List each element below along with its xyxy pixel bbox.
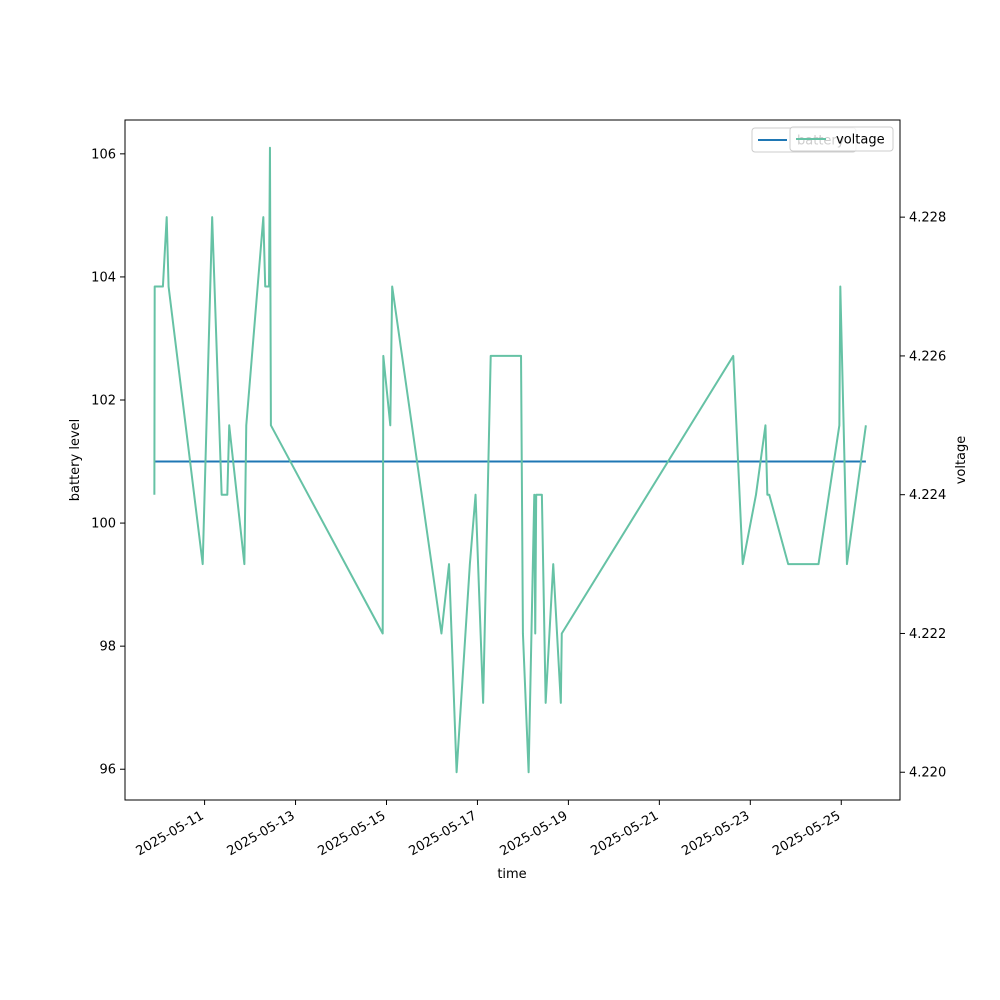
- y-axis-right: 4.220 4.222 4.224 4.226 4.228: [900, 211, 946, 781]
- y-left-tick-label: 98: [99, 640, 116, 655]
- y-left-tick-label: 106: [91, 147, 116, 162]
- legend-voltage: voltage: [789, 126, 894, 152]
- y-left-tick-label: 102: [91, 394, 116, 409]
- y-right-tick-label: 4.220: [909, 766, 946, 781]
- y-right-tick-label: 4.224: [909, 488, 946, 503]
- y-axis-left-label: battery level: [68, 419, 83, 502]
- legend-voltage-box: [789, 126, 894, 152]
- y-right-tick-label: 4.222: [909, 627, 946, 642]
- series-layer: [153, 146, 867, 774]
- y-left-tick-label: 100: [91, 517, 116, 532]
- y-axis-left: 96 98 100 102 104 106: [91, 147, 125, 778]
- plot-frame: [124, 119, 901, 801]
- y-right-tick-label: 4.228: [909, 211, 946, 226]
- y-axis-right-label: voltage: [954, 436, 969, 485]
- x-axis-label: time: [497, 867, 526, 882]
- legend-voltage-label: voltage: [836, 133, 885, 148]
- y-right-tick-label: 4.226: [909, 349, 946, 364]
- series-line-voltage: [153, 146, 867, 774]
- y-left-tick-label: 104: [91, 270, 116, 285]
- y-left-tick-label: 96: [99, 763, 116, 778]
